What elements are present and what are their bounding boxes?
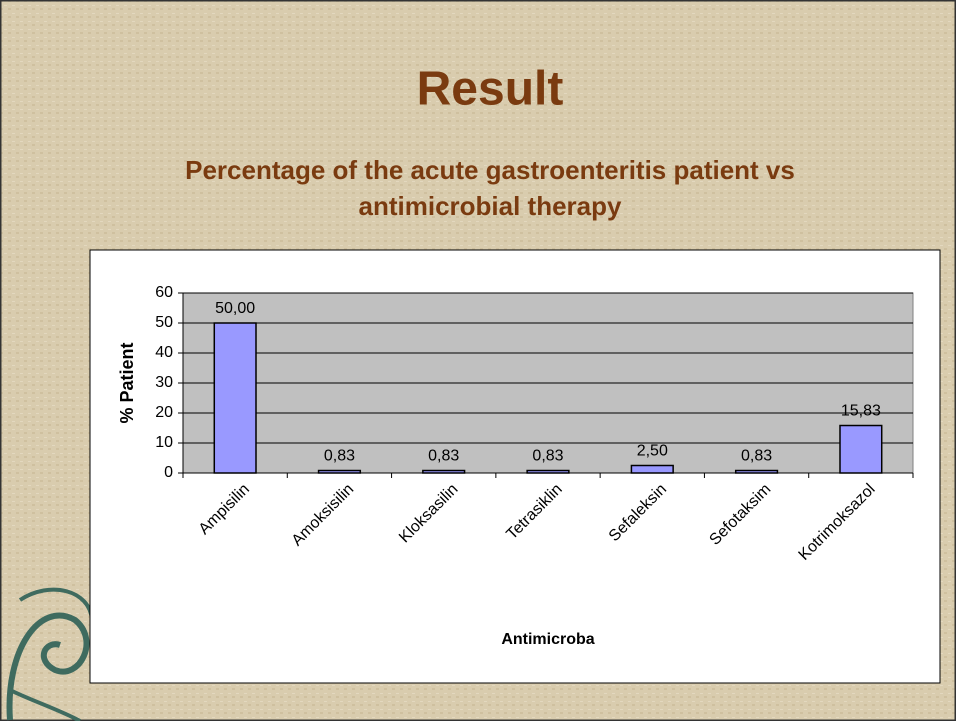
value-label: 50,00 bbox=[215, 300, 255, 317]
value-label: 0,83 bbox=[532, 448, 563, 465]
y-tick-label: 40 bbox=[155, 344, 173, 361]
bar bbox=[317, 469, 362, 474]
bar bbox=[630, 464, 674, 474]
y-axis-label: % Patient bbox=[117, 342, 137, 423]
slide-title: Result bbox=[417, 63, 564, 116]
y-tick-label: 20 bbox=[155, 404, 173, 421]
bar bbox=[734, 469, 779, 474]
value-label: 2,50 bbox=[637, 443, 668, 460]
slide-subtitle: Percentage of the acute gastroenteritis … bbox=[185, 155, 795, 185]
bar bbox=[213, 322, 257, 474]
value-label: 0,83 bbox=[741, 448, 772, 465]
x-axis-label: Antimicroba bbox=[501, 631, 594, 648]
y-tick-label: 10 bbox=[155, 434, 173, 451]
value-label: 15,83 bbox=[841, 403, 881, 420]
y-tick-label: 50 bbox=[155, 314, 173, 331]
bar bbox=[422, 469, 466, 474]
slide-subtitle: antimicrobial therapy bbox=[359, 191, 622, 221]
value-label: 0,83 bbox=[324, 448, 355, 465]
y-tick-label: 0 bbox=[164, 464, 173, 481]
y-tick-label: 60 bbox=[155, 284, 173, 301]
bar bbox=[839, 424, 883, 474]
value-label: 0,83 bbox=[428, 448, 459, 465]
bar bbox=[526, 469, 570, 474]
y-tick-label: 30 bbox=[155, 374, 173, 391]
